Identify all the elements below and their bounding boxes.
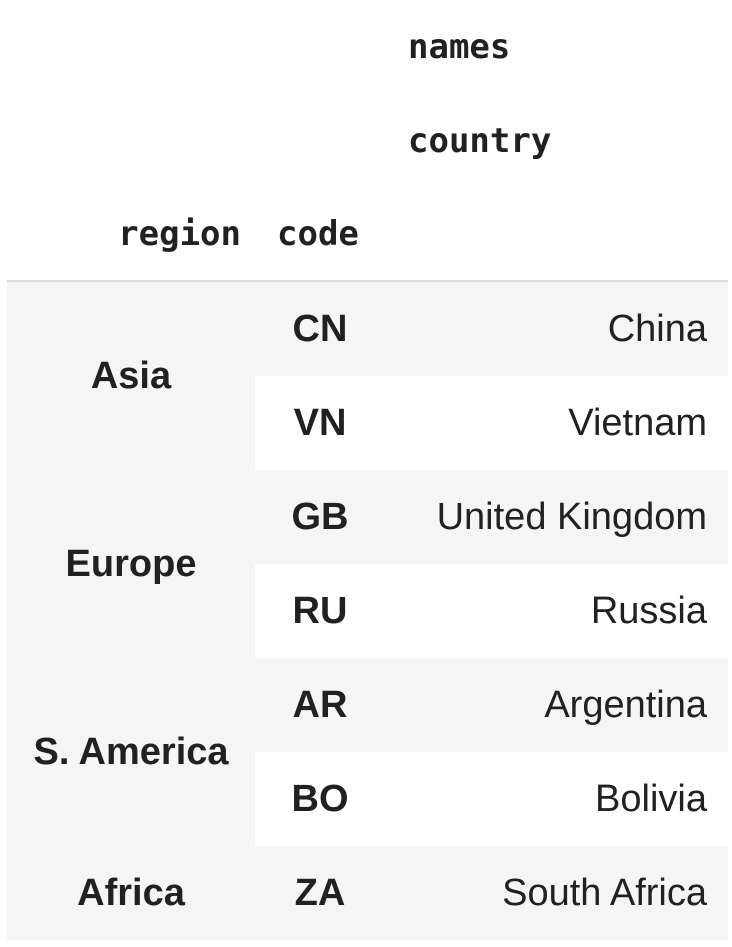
table-row: BO Bolivia <box>7 752 728 846</box>
table-row: RU Russia <box>7 564 728 658</box>
row-index-code: AR <box>255 658 385 752</box>
table-row: Europe GB United Kingdom <box>7 470 728 658</box>
header-blank <box>385 188 728 281</box>
cell-country: Vietnam <box>385 376 728 470</box>
index-name-code: code <box>277 214 359 254</box>
row-index-region: Europe <box>7 470 255 658</box>
header-blank <box>7 94 255 188</box>
column-header-country: country <box>408 121 552 161</box>
row-index-code: RU <box>255 564 385 658</box>
row-index-region: Asia <box>7 282 255 470</box>
cell-country: China <box>385 282 728 376</box>
header-row-names: names <box>7 0 728 94</box>
header-blank <box>255 94 385 188</box>
header-blank <box>255 0 385 94</box>
row-index-code: BO <box>255 752 385 846</box>
table-row: S. America AR Argentina <box>7 658 728 846</box>
dataframe-table: names country region code Asia CN China … <box>7 0 728 940</box>
table-row: VN Vietnam <box>7 376 728 470</box>
row-index-code: VN <box>255 376 385 470</box>
column-level-name-names: names <box>408 27 511 67</box>
header-row-country: country <box>7 94 728 188</box>
row-index-region: Africa <box>7 846 255 940</box>
row-index-code: CN <box>255 282 385 376</box>
row-index-code: ZA <box>255 846 385 940</box>
row-index-code: GB <box>255 470 385 564</box>
header-row-index-names: region code <box>7 188 728 281</box>
cell-country: Bolivia <box>385 752 728 846</box>
row-index-region: S. America <box>7 658 255 846</box>
cell-country: United Kingdom <box>385 470 728 564</box>
cell-country: Russia <box>385 564 728 658</box>
cell-country: South Africa <box>385 846 728 940</box>
table-row: Africa ZA South Africa <box>7 846 728 940</box>
table-row: Asia CN China <box>7 282 728 470</box>
index-name-region: region <box>118 214 241 254</box>
cell-country: Argentina <box>385 658 728 752</box>
header-blank <box>7 0 255 94</box>
